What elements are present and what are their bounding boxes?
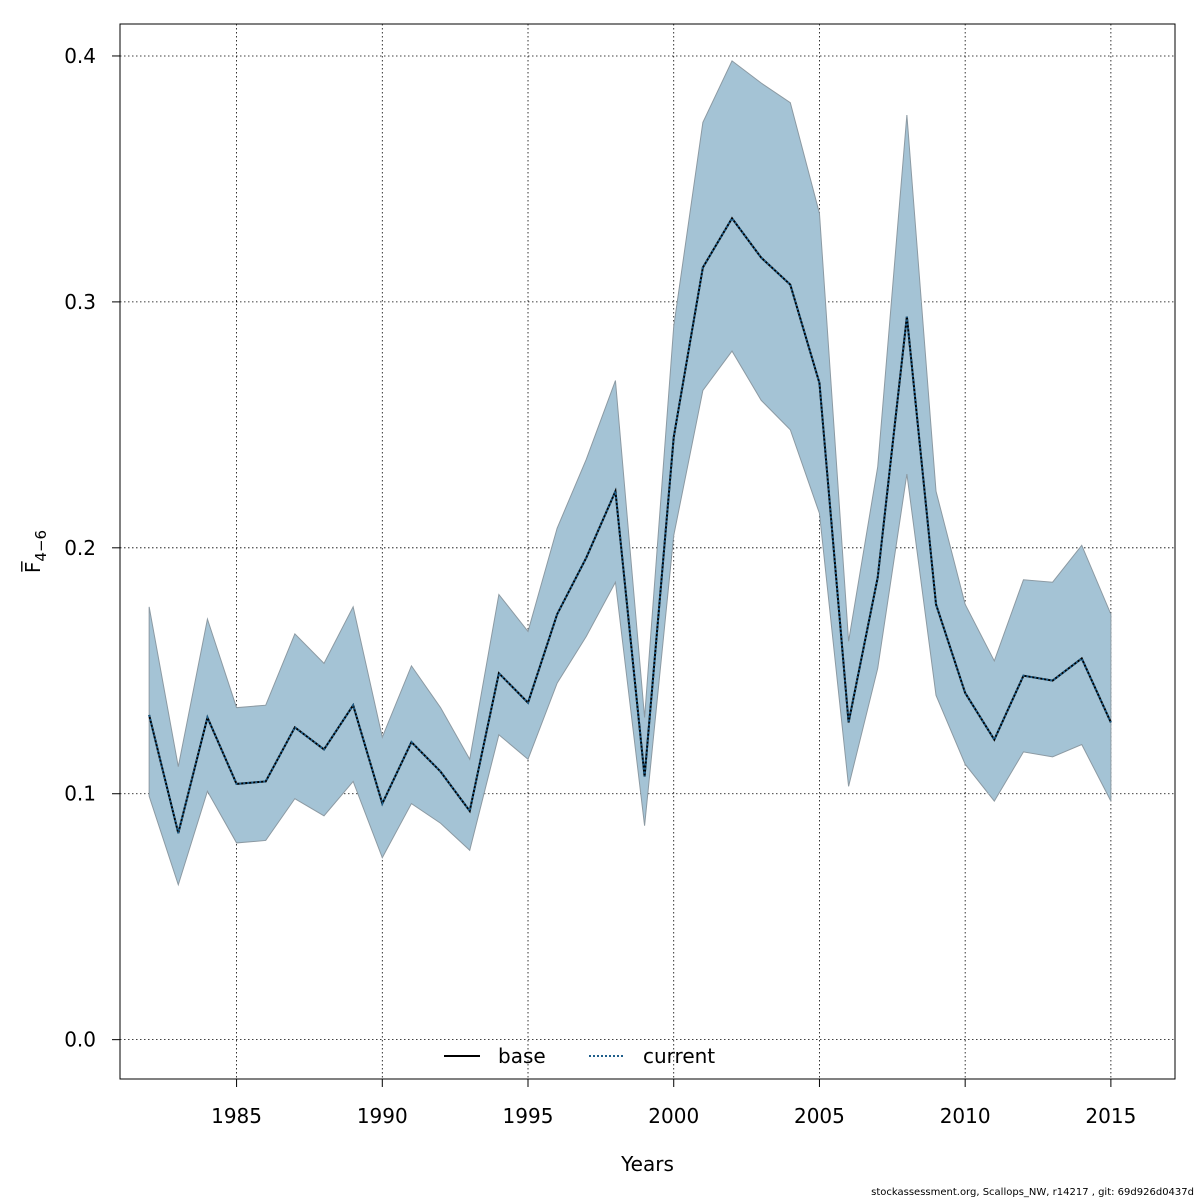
y-tick-label-0: 0.0 [64, 1028, 96, 1052]
x-axis: 1985 1990 1995 2000 2005 2010 2015 [211, 1079, 1136, 1128]
footer-credit: stockassessment.org, Scallops_NW, r14217… [871, 1187, 1194, 1198]
legend: base current [444, 1044, 715, 1068]
y-axis-label: F̅4−6 [20, 530, 50, 573]
x-tick-label-2000: 2000 [648, 1104, 699, 1128]
x-tick-label-1985: 1985 [211, 1104, 262, 1128]
y-axis-label-main: F̅ [20, 561, 45, 574]
y-axis: 0.0 0.1 0.2 0.3 0.4 [64, 44, 120, 1052]
y-tick-label-4: 0.4 [64, 44, 96, 68]
legend-label-current: current [643, 1044, 715, 1068]
series-line-current [148, 216, 1112, 834]
confidence-band [148, 60, 1112, 887]
y-axis-label-subscript: 4−6 [32, 530, 50, 562]
x-tick-label-2005: 2005 [794, 1104, 845, 1128]
y-tick-label-2: 0.2 [64, 536, 96, 560]
grid-lines [120, 24, 1175, 1079]
y-tick-label-3: 0.3 [64, 290, 96, 314]
y-tick-label-1: 0.1 [64, 782, 96, 806]
x-tick-label-1995: 1995 [503, 1104, 554, 1128]
x-axis-label: Years [620, 1152, 674, 1176]
x-tick-label-1990: 1990 [357, 1104, 408, 1128]
x-tick-label-2010: 2010 [940, 1104, 991, 1128]
legend-label-base: base [498, 1044, 546, 1068]
plot-frame [119, 23, 1176, 1080]
x-tick-label-2015: 2015 [1085, 1104, 1136, 1128]
